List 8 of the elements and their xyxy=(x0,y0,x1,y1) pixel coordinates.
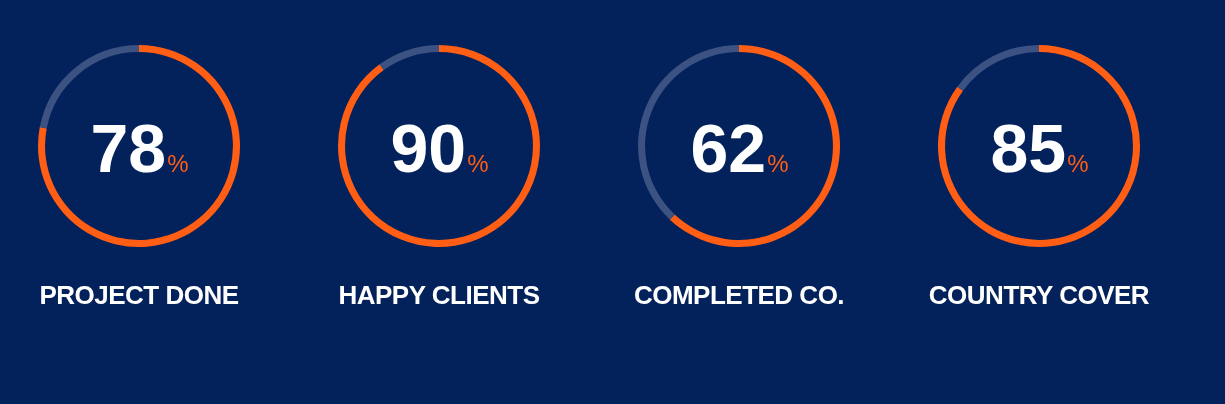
data-label: 85% xyxy=(990,110,1089,186)
text: COMPLETED CO. xyxy=(632,280,846,311)
data-label: 78% xyxy=(90,110,189,186)
text: PROJECT DONE xyxy=(38,280,240,311)
text: COUNTRY COVER xyxy=(927,280,1151,311)
data-label: 90% xyxy=(390,110,489,186)
data-label: 62% xyxy=(690,110,789,186)
text: HAPPY CLIENTS xyxy=(337,280,541,311)
